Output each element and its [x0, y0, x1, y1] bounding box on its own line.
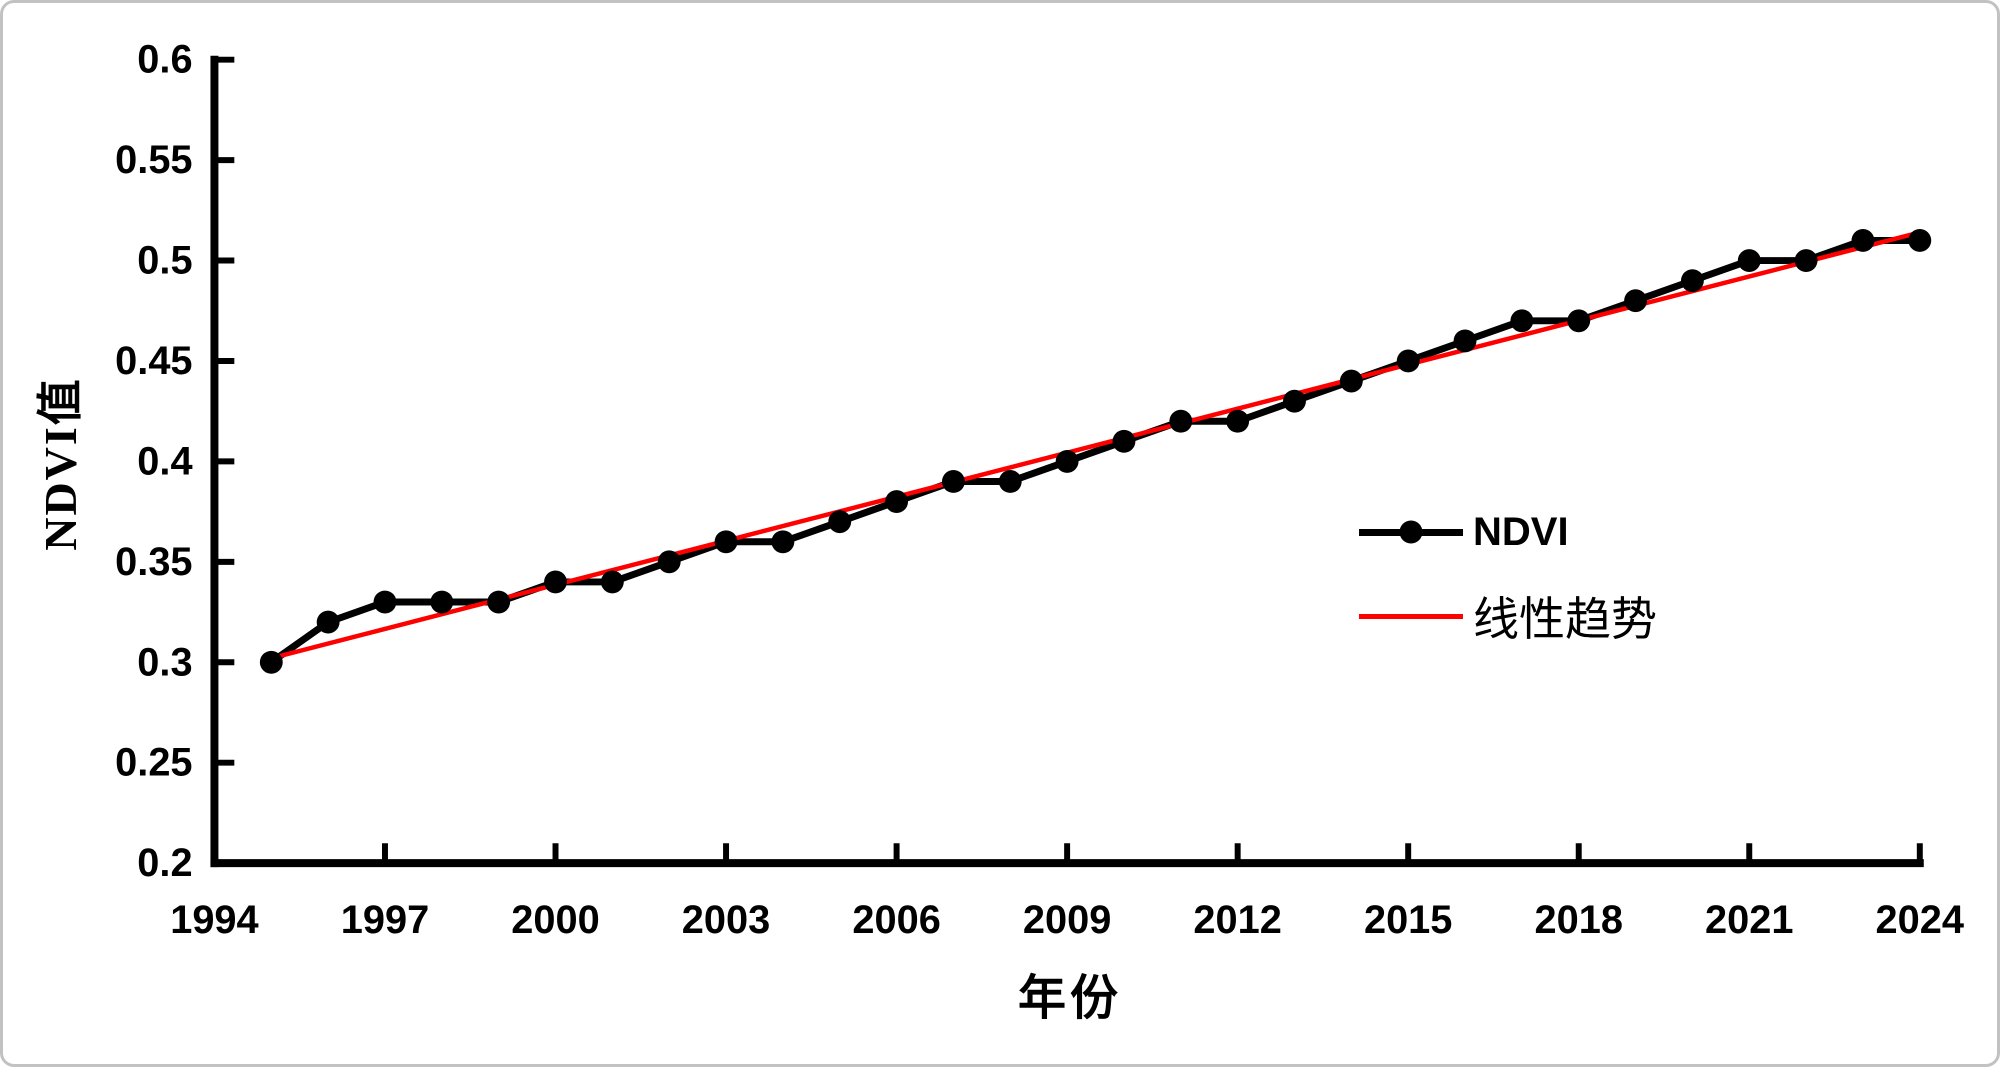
ndvi-data-point: [316, 610, 340, 634]
y-tick-label: 0.55: [115, 138, 192, 182]
ndvi-data-point: [1737, 249, 1761, 272]
x-tick-label: 2006: [852, 898, 940, 942]
ndvi-data-point: [941, 470, 965, 493]
legend-label-ndvi: NDVI: [1473, 509, 1569, 554]
x-tick-label: 2024: [1876, 898, 1964, 942]
ndvi-data-point: [1283, 389, 1306, 413]
ndvi-data-point: [1624, 289, 1648, 313]
y-tick-label: 0.45: [115, 339, 192, 383]
legend-label-trend: 线性趋势: [1473, 594, 1657, 645]
ndvi-data-point: [259, 650, 283, 674]
ndvi-data-point: [828, 510, 852, 534]
legend-item-trend: 线性趋势: [1359, 574, 1657, 658]
ndvi-data-point: [1339, 369, 1363, 393]
ndvi-data-point: [544, 570, 567, 594]
ndvi-data-point: [1908, 229, 1932, 252]
y-tick-label: 0.2: [137, 841, 192, 885]
ndvi-marker-icon: [1399, 520, 1423, 544]
ndvi-data-point: [998, 470, 1022, 493]
ndvi-data-point: [373, 590, 397, 614]
y-tick-label: 0.35: [115, 540, 192, 584]
ndvi-series-line: [267, 236, 1924, 666]
ndvi-data-point: [1453, 329, 1477, 353]
y-tick-label: 0.5: [137, 239, 192, 283]
x-tick-label: 1997: [341, 898, 429, 942]
ndvi-data-point: [1112, 429, 1136, 453]
ndvi-data-point: [487, 590, 511, 614]
y-tick-label: 0.4: [137, 439, 192, 483]
ndvi-data-point: [657, 550, 681, 574]
x-tick-label: 2000: [511, 898, 599, 942]
x-tick-label: 2021: [1705, 898, 1793, 942]
ndvi-data-point: [1226, 409, 1250, 433]
ndvi-data-point: [1055, 449, 1079, 473]
ndvi-data-point: [1680, 269, 1704, 293]
ndvi-data-point: [1169, 409, 1193, 433]
ndvi-data-point: [1510, 309, 1534, 333]
ndvi-series-swatch: [1359, 520, 1463, 544]
ndvi-data-point: [1567, 309, 1591, 333]
ndvi-data-point: [885, 490, 909, 514]
legend-item-ndvi: NDVI: [1359, 490, 1657, 574]
trend-line-swatch: [1359, 613, 1463, 619]
x-tick-label: 2012: [1193, 898, 1281, 942]
x-tick-label: 2003: [682, 898, 770, 942]
x-tick-label: 2009: [1023, 898, 1111, 942]
y-axis-title: NDVI值: [35, 377, 86, 551]
y-tick-label: 0.25: [115, 741, 192, 785]
ndvi-data-point: [430, 590, 454, 614]
x-tick-label: 2015: [1364, 898, 1452, 942]
x-tick-label: 1994: [170, 898, 258, 942]
y-tick-label: 0.3: [137, 640, 192, 684]
ndvi-data-point: [600, 570, 624, 594]
ndvi-data-point: [714, 530, 738, 554]
ndvi-data-point: [1851, 229, 1875, 252]
x-tick-label: 2018: [1534, 898, 1622, 942]
legend: NDVI 线性趋势: [1359, 490, 1657, 658]
ndvi-data-point: [1396, 349, 1420, 373]
x-axis-title: 年份: [1017, 972, 1123, 1025]
y-tick-label: 0.6: [137, 38, 192, 82]
ndvi-data-point: [771, 530, 795, 554]
ndvi-data-point: [1794, 249, 1818, 272]
trend-line: [269, 230, 1923, 661]
ndvi-line-chart: 0.2 0.25 0.3 0.35 0.4 0.45 0.5 0.55 0.6 1994 1997 2…: [115, 38, 1964, 942]
